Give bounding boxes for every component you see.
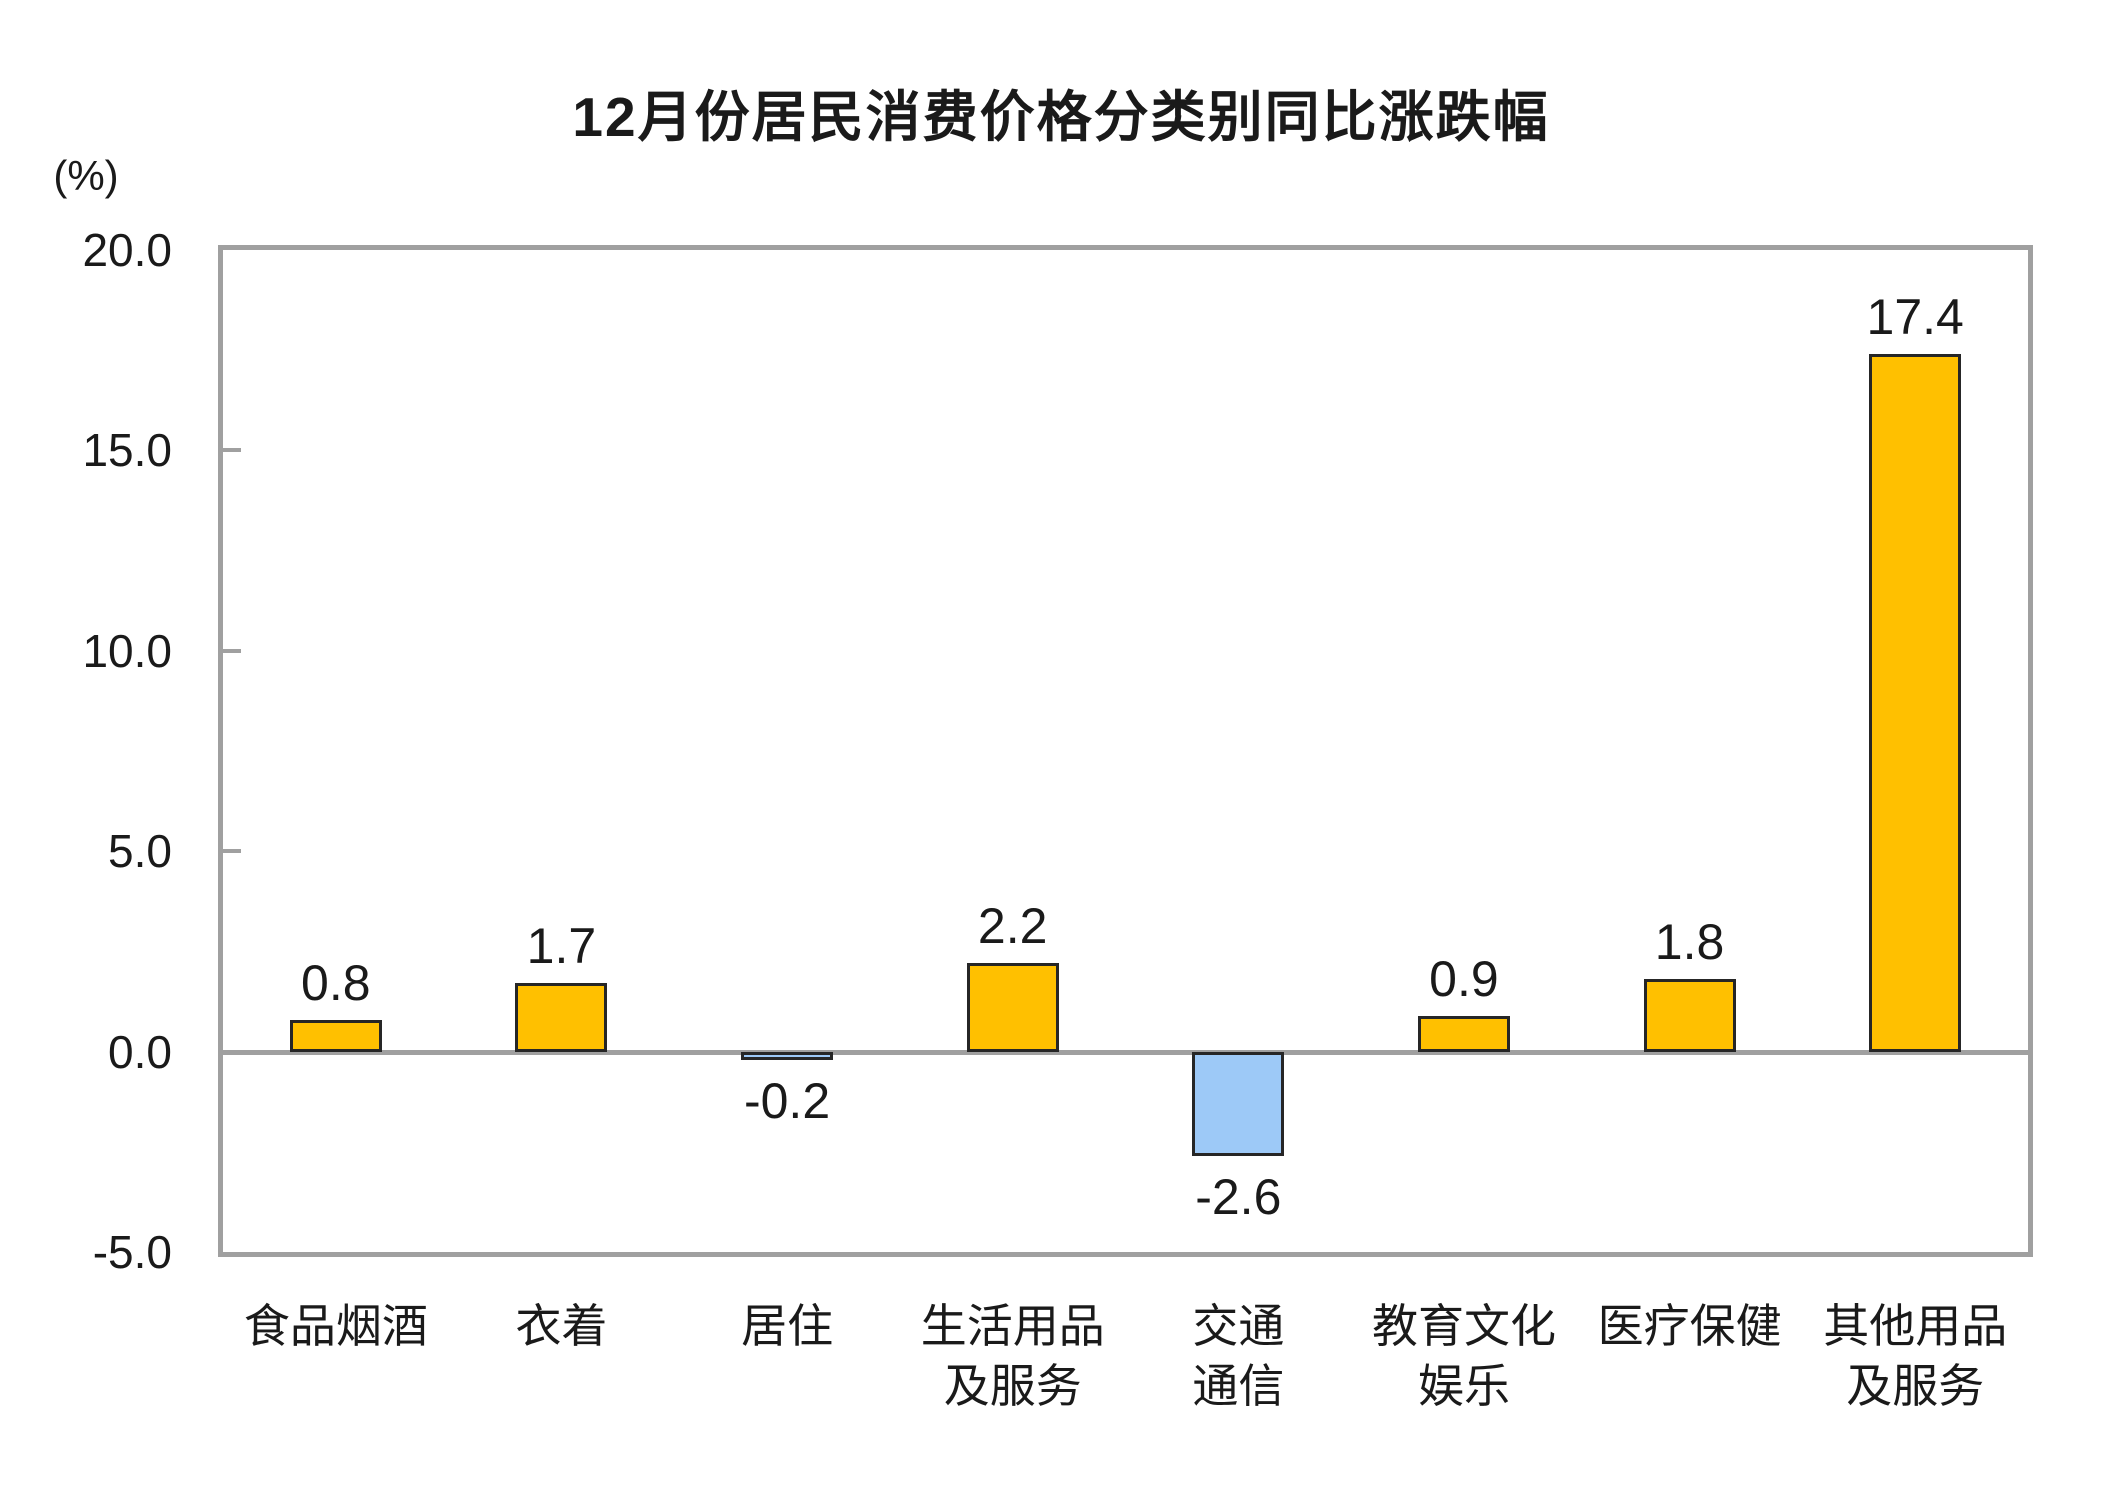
- bar-value-label: 0.8: [301, 954, 371, 1011]
- bar-5: [1192, 1051, 1285, 1156]
- x-category-label: 其他用品 及服务: [1823, 1300, 2008, 1412]
- x-category-label: 医疗保健: [1597, 1300, 1782, 1352]
- bar-6: [1417, 1015, 1510, 1052]
- y-axis-tick: [223, 648, 241, 653]
- bar-7: [1643, 979, 1736, 1052]
- x-category-label: 交通 通信: [1192, 1300, 1285, 1412]
- bar-value-label: 17.4: [1866, 289, 1964, 346]
- bar-value-label: 1.8: [1654, 914, 1725, 971]
- chart-title: 12月份居民消费价格分类别同比涨跌幅: [572, 86, 1550, 148]
- x-category-label: 居住: [741, 1300, 834, 1352]
- y-axis-tick: [223, 448, 241, 453]
- bar-3: [741, 1051, 834, 1060]
- bar-8: [1869, 354, 1962, 1052]
- x-category-label: 衣着: [515, 1300, 608, 1352]
- y-tick-label: 5.0: [108, 825, 172, 878]
- bar-value-label: 1.7: [526, 918, 597, 975]
- y-axis-unit-label: (%): [53, 152, 119, 199]
- bar-value-label: -0.2: [743, 1072, 831, 1129]
- y-tick-label: 20.0: [82, 224, 172, 276]
- y-axis-tick: [223, 849, 241, 854]
- x-category-label: 生活用品 及服务: [920, 1300, 1105, 1412]
- zero-axis-line: [223, 1049, 2028, 1055]
- y-tick-label: 10.0: [82, 624, 172, 677]
- y-tick-label: -5.0: [92, 1226, 172, 1278]
- bar-value-label: 0.9: [1429, 950, 1499, 1007]
- bar-value-label: 2.2: [977, 898, 1048, 955]
- x-category-label: 教育文化 娱乐: [1371, 1300, 1556, 1412]
- y-tick-label: 0.0: [108, 1025, 172, 1078]
- x-category-label: 食品烟酒: [243, 1300, 428, 1352]
- bar-2: [515, 983, 608, 1052]
- bar-value-label: -2.6: [1195, 1168, 1282, 1225]
- y-tick-label: 15.0: [82, 424, 172, 477]
- plot-area: 0.8 1.7 -0.2 2.2 -2.6 0.9 1.8 17.4: [218, 245, 2033, 1257]
- bar-4: [966, 963, 1059, 1052]
- bar-1: [289, 1019, 382, 1052]
